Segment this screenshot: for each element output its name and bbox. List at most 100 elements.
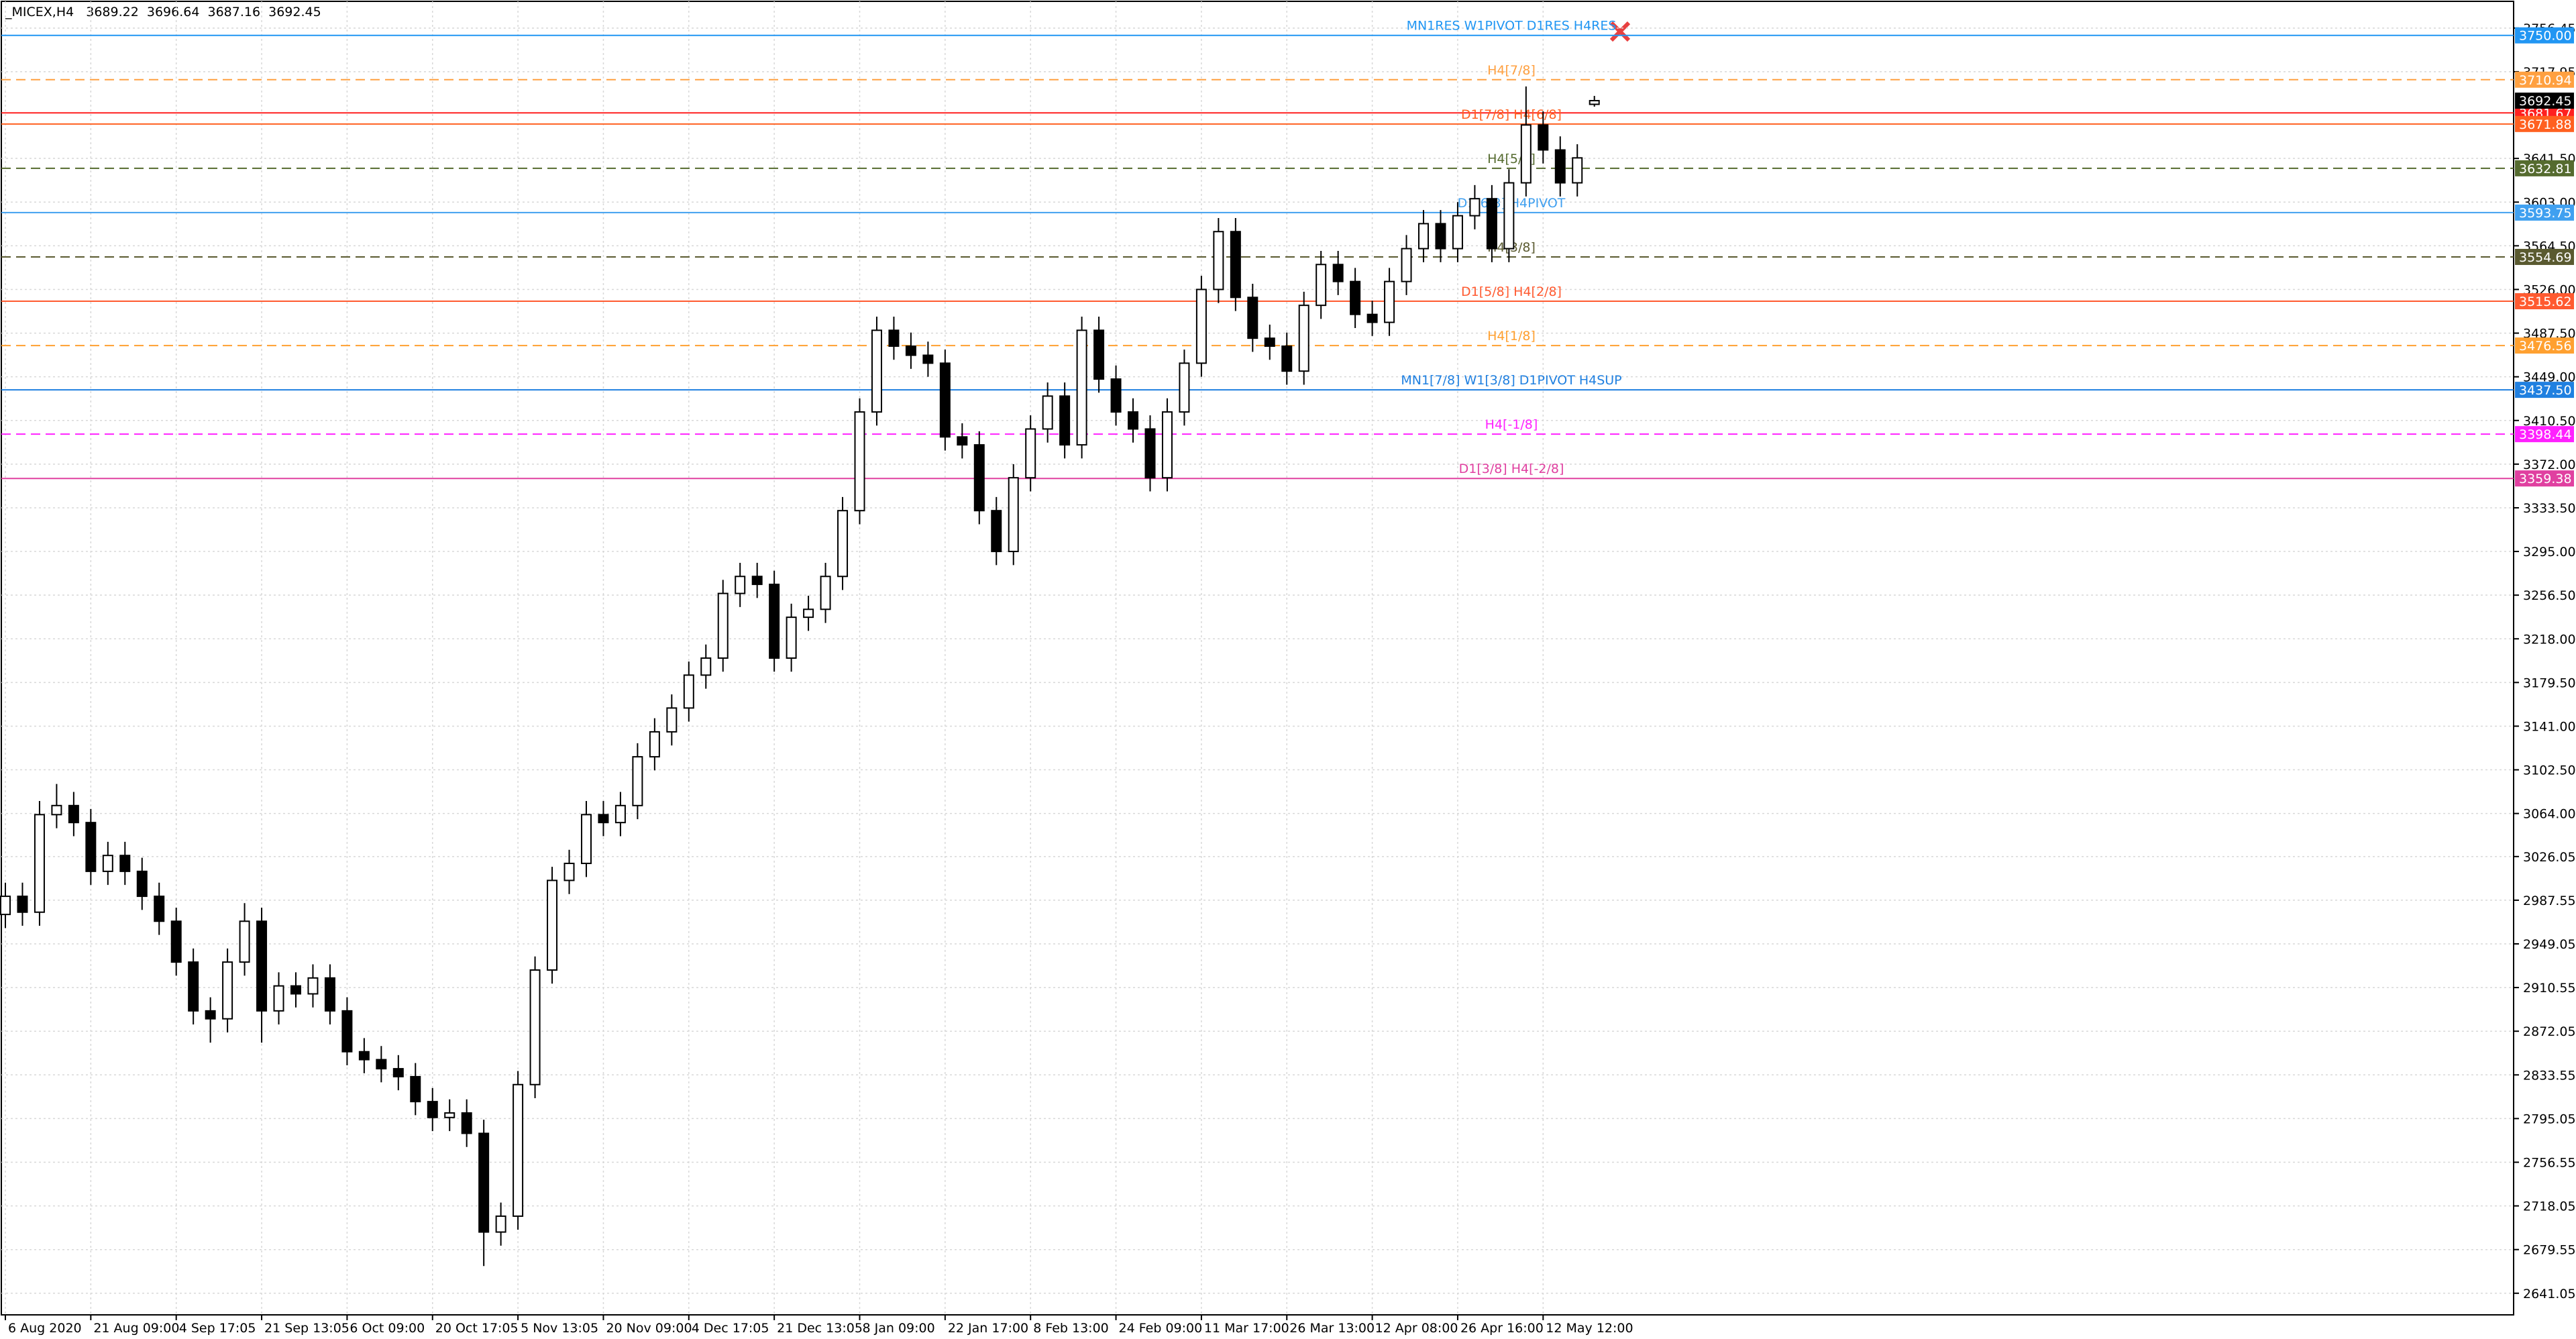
price-tag-label: 3671.88 [2519,117,2572,132]
candle-body [1281,345,1293,372]
price-tag [2515,115,2574,132]
x-tick-label: 20 Oct 17:05 [435,1321,519,1336]
x-tick-label: 4 Dec 17:05 [692,1321,769,1336]
candle-body [871,329,882,413]
price-tag [2515,426,2574,443]
header-close: 3692.45 [268,5,321,19]
candle-body [922,354,934,364]
y-tick-label: 3218.00 [2523,632,2576,647]
chart-header: _MICEX,H4 3689.22 3696.64 3687.16 3692.4… [5,5,321,19]
x-tick-label: 24 Feb 09:00 [1119,1321,1203,1336]
candle-body [700,657,712,676]
candle-body [136,870,148,898]
candle-body [1332,264,1344,282]
y-tick-label: 2833.55 [2523,1068,2576,1083]
candle-body [376,1059,387,1070]
candle-body [957,436,968,446]
candle-body [751,576,763,586]
candle-body [410,1075,421,1103]
candle-body [427,1101,438,1118]
x-tick-label: 11 Mar 17:00 [1204,1321,1289,1336]
header-high: 3696.64 [147,5,200,19]
candle-body [1161,411,1173,479]
current-price-tag [2515,93,2574,109]
candle-body [1247,297,1258,339]
close-icon [1609,21,1631,42]
price-tag-label: 3476.56 [2519,339,2572,354]
y-tick-label: 3064.00 [2523,807,2576,822]
candle-body [51,804,62,816]
price-tag [2515,293,2574,310]
candle-body [290,985,301,995]
price-tag [2515,382,2574,398]
y-tick-label: 3141.00 [2523,719,2576,734]
candle-body [1538,124,1549,151]
candle-body [222,961,233,1020]
candle-body [307,977,319,995]
x-tick-label: 26 Mar 13:00 [1289,1321,1375,1336]
y-tick-label: 2795.05 [2523,1112,2576,1126]
y-tick-label: 2718.05 [2523,1199,2576,1214]
y-tick-label: 2641.05 [2523,1287,2576,1301]
price-tag [2515,71,2574,88]
level-label: D1[7/8] H4[6/8] [1461,107,1562,122]
x-tick-label: 4 Sep 17:05 [179,1321,256,1336]
y-tick-label: 2679.55 [2523,1243,2576,1258]
y-tick-label: 3026.05 [2523,850,2576,865]
candle-body [341,1010,353,1053]
price-tag-label: 3398.44 [2519,427,2572,442]
candle-body [1008,477,1019,553]
candle-body [170,920,182,963]
candle-body [1144,428,1156,479]
candle-body [119,855,131,872]
candle-body [649,731,660,758]
axes: 3756.453717.953641.503603.003564.503526.… [5,21,2576,1336]
level-label: D1[3/8] H4[-2/8] [1459,462,1564,476]
level-label: D1[5/8] H4[2/8] [1461,284,1562,299]
candle-body [1572,157,1583,184]
candle-body [1076,329,1087,446]
candle-body [1213,231,1224,290]
price-tag [2515,470,2574,487]
candle-body [1435,223,1446,250]
y-tick-label: 2910.55 [2523,981,2576,996]
current-price-label: 3692.45 [2519,94,2572,109]
level-label: MN1RES W1PIVOT D1RES H4RES [1407,19,1617,34]
price-tag [2515,248,2574,265]
y-tick-label: 2756.55 [2523,1155,2576,1170]
candle-body [547,879,558,971]
candle-body [717,592,729,659]
candles [0,86,1600,1267]
candle-body [1469,198,1481,217]
y-tick-label: 2987.55 [2523,894,2576,908]
candle-body [461,1112,472,1134]
y-tick-label: 3179.50 [2523,676,2576,690]
x-tick-label: 21 Dec 13:05 [777,1321,863,1336]
level-label: MN1[7/8] W1[3/8] D1PIVOT H4SUP [1401,373,1621,388]
candle-body [1401,248,1412,282]
y-tick-label: 3333.50 [2523,501,2576,516]
y-tick-label: 3256.50 [2523,588,2576,603]
price-tag [2515,337,2574,354]
header-low: 3687.16 [208,5,261,19]
y-tick-label: 3410.50 [2523,414,2576,429]
candle-body [205,1010,216,1020]
x-tick-label: 6 Aug 2020 [8,1321,82,1336]
level-label: H4[1/8] [1487,329,1536,343]
candle-body [239,920,250,963]
candle-body [392,1068,404,1077]
price-tag-label: 3710.94 [2519,73,2572,88]
candle-body [683,674,694,709]
candle-body [1366,313,1378,323]
candle-body [1418,223,1430,250]
grid [1,1,2514,1315]
candle-body [991,510,1002,553]
candle-body [1298,305,1309,372]
candle-body [1520,124,1532,184]
candle-body [1503,182,1515,250]
candle-body [598,814,609,824]
candle-body [1316,264,1327,307]
y-tick-label: 3372.00 [2523,458,2576,472]
x-tick-label: 20 Nov 09:00 [606,1321,692,1336]
